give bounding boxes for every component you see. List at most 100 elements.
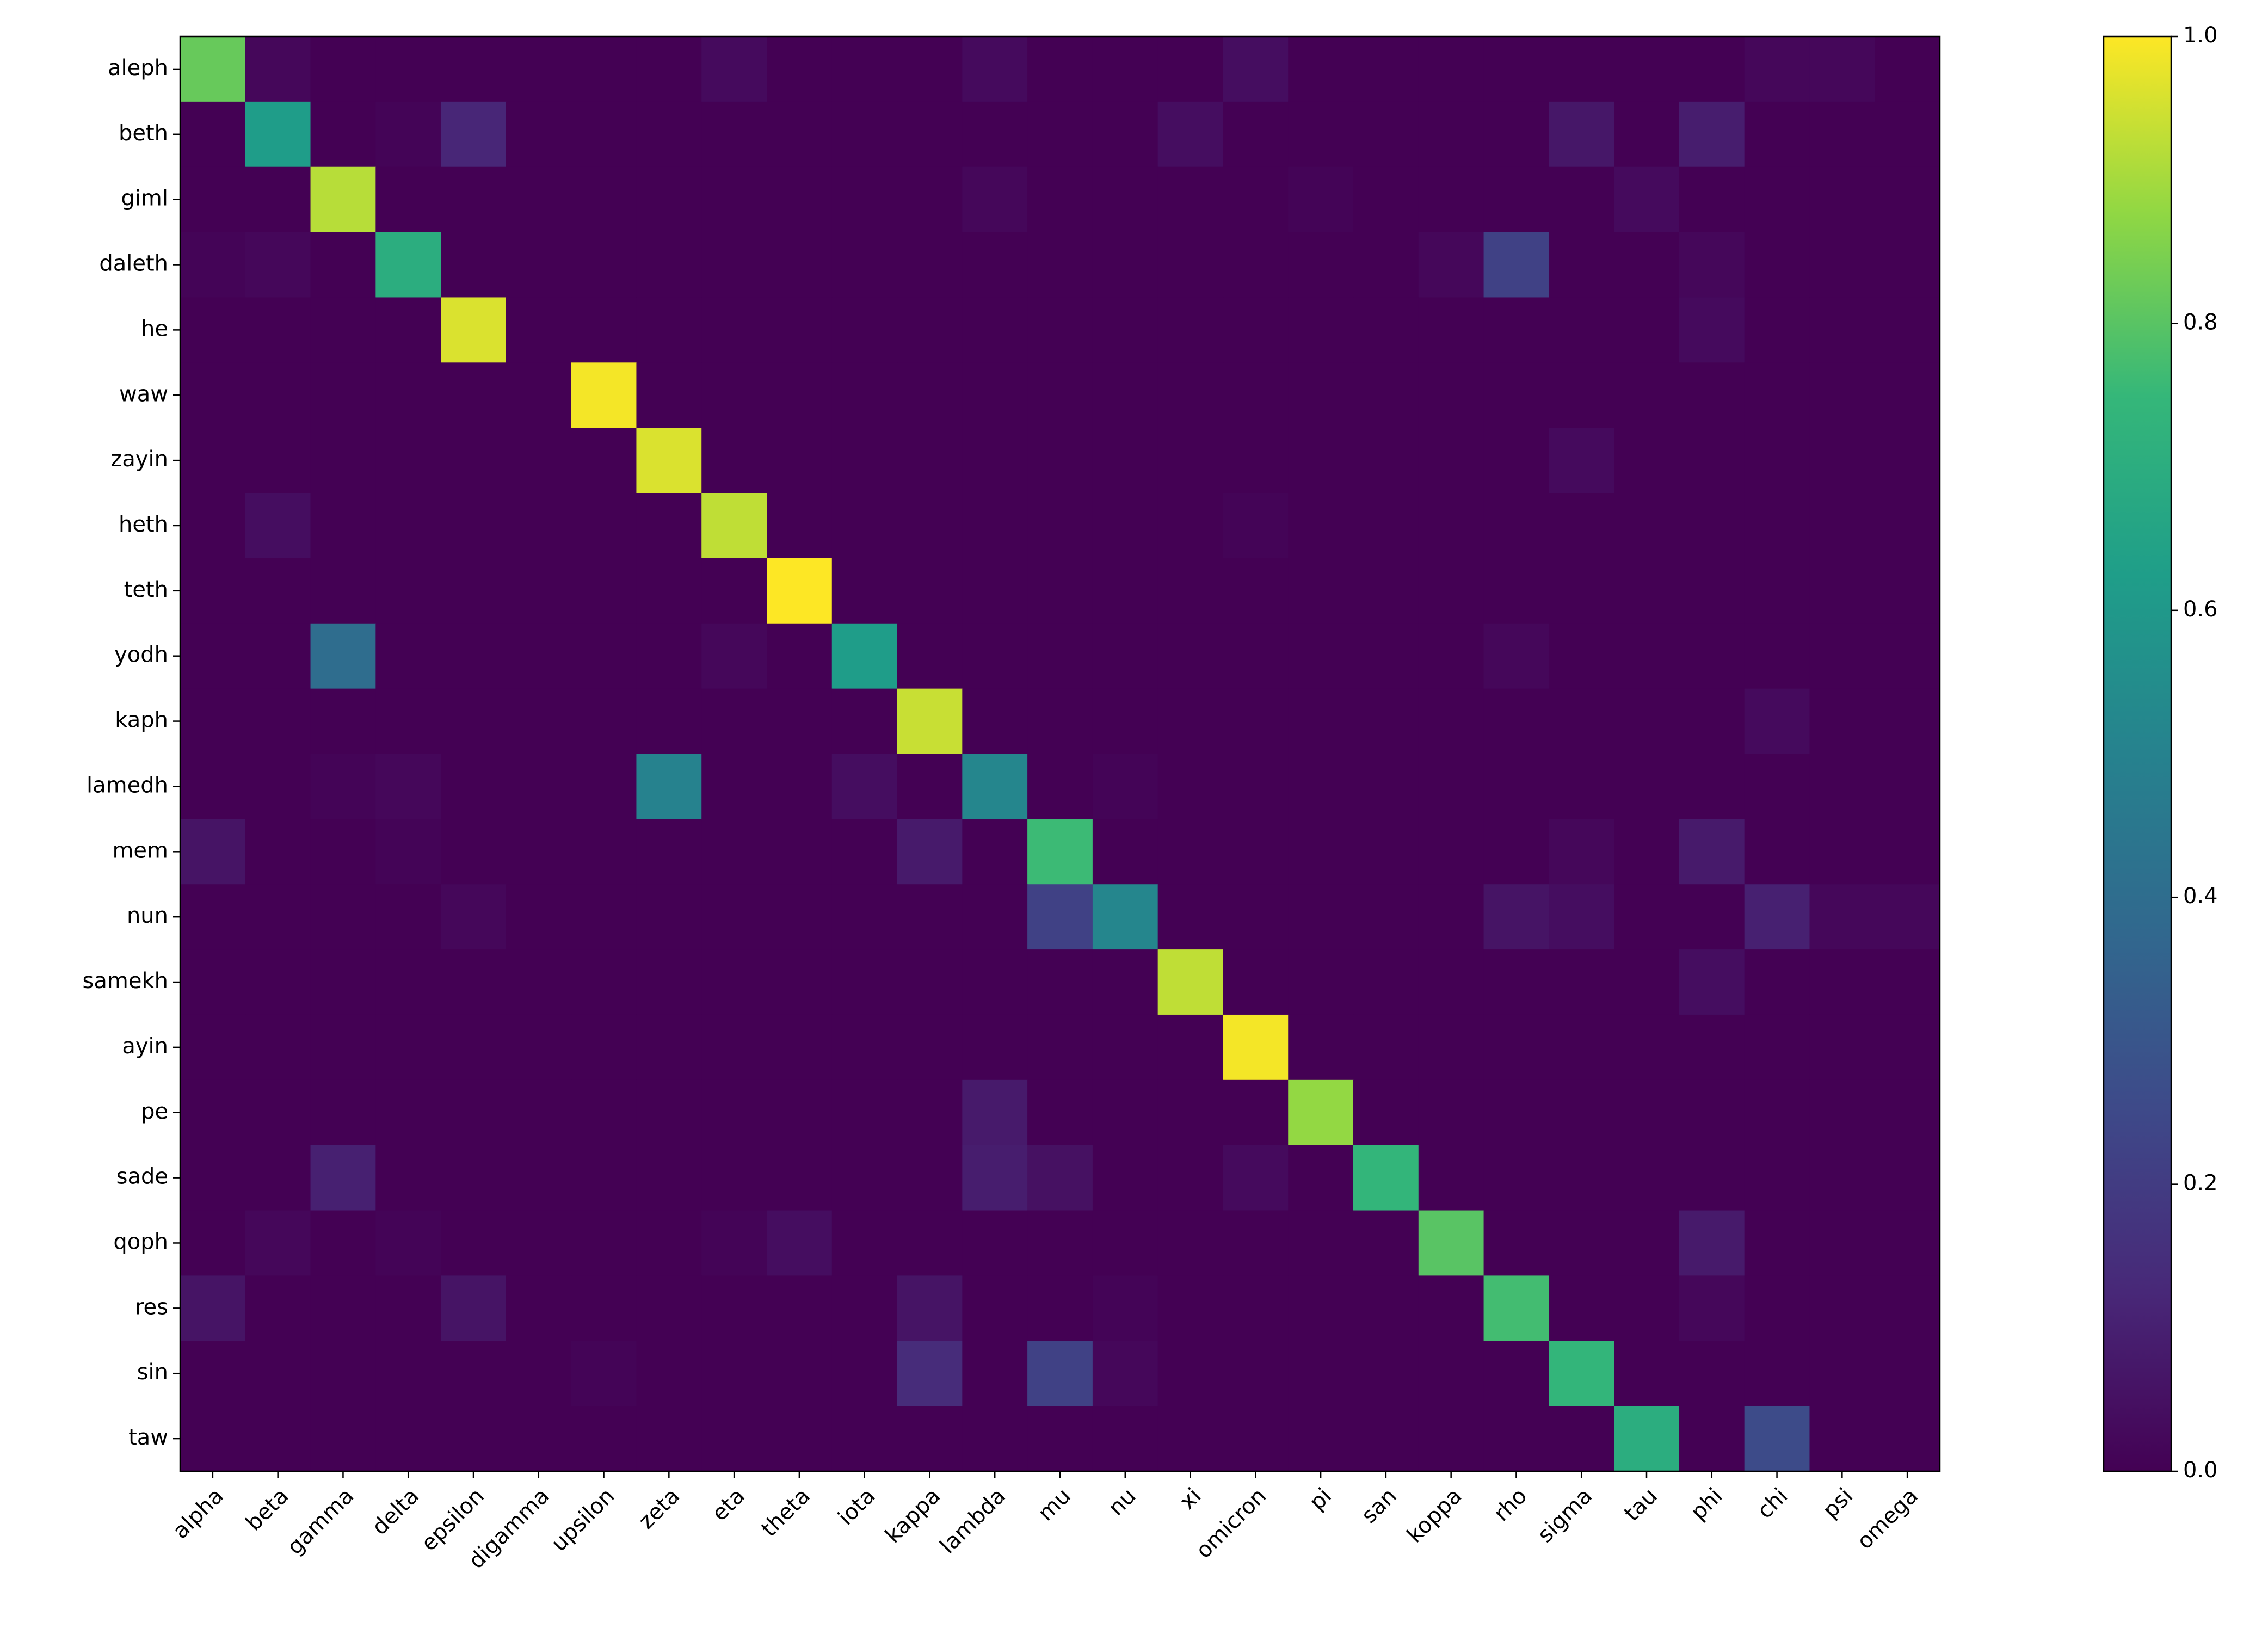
x-tick-label: kappa (880, 1483, 945, 1548)
heatmap-cell (1092, 623, 1158, 689)
heatmap-cell (1483, 949, 1549, 1015)
y-tick-label: lamedh (87, 773, 168, 798)
heatmap-cell (701, 232, 767, 298)
heatmap-cell (1614, 1341, 1680, 1406)
y-tick-label: taw (128, 1425, 168, 1450)
heatmap-cell (1288, 166, 1354, 233)
heatmap-cell (1483, 297, 1549, 363)
heatmap-cell (571, 297, 637, 363)
heatmap-cell (897, 493, 963, 559)
heatmap-cell (506, 36, 572, 102)
heatmap-cell (506, 754, 572, 819)
heatmap-cell (831, 558, 898, 624)
heatmap-cell (1614, 1145, 1680, 1211)
heatmap-cell (962, 1275, 1028, 1341)
x-tick-label: theta (756, 1483, 815, 1541)
heatmap-cell (1288, 1079, 1354, 1146)
heatmap-cell (375, 428, 441, 493)
heatmap-cell (1353, 819, 1419, 885)
heatmap-cell (1157, 819, 1224, 885)
heatmap-cell (1744, 1210, 1810, 1276)
heatmap-cell (636, 166, 702, 233)
heatmap-cell (1157, 428, 1224, 493)
heatmap-cell (1157, 1079, 1224, 1146)
y-tick-label: beth (119, 121, 168, 146)
heatmap-cell (962, 1079, 1028, 1146)
x-tick-label: psi (1818, 1483, 1858, 1523)
heatmap-cell (897, 623, 963, 689)
heatmap-cell (831, 1145, 898, 1211)
heatmap-cell (245, 558, 311, 624)
heatmap-cell (1744, 36, 1810, 102)
heatmap-cell (1679, 558, 1745, 624)
heatmap-cell (1744, 101, 1810, 168)
heatmap-cell (1288, 754, 1354, 819)
heatmap-cell (1288, 1210, 1354, 1276)
heatmap-cell (180, 1406, 246, 1472)
heatmap-cell (571, 493, 637, 559)
x-tick-label: tau (1619, 1483, 1662, 1526)
heatmap-cell (180, 166, 246, 233)
heatmap-cell (831, 1014, 898, 1081)
heatmap-cell (1875, 1275, 1940, 1341)
heatmap-cell (1875, 1145, 1940, 1211)
heatmap-cell (701, 297, 767, 363)
heatmap-cell (1288, 688, 1354, 755)
heatmap-cell (1418, 623, 1484, 689)
heatmap-cell (1288, 949, 1354, 1015)
heatmap-cell (180, 1014, 246, 1081)
x-tick-label: lambda (935, 1483, 1011, 1559)
heatmap-cell (1744, 1145, 1810, 1211)
heatmap-cell (962, 1145, 1028, 1211)
heatmap-cell (571, 101, 637, 168)
heatmap-cell (1614, 297, 1680, 363)
y-tick-label: ayin (122, 1034, 168, 1059)
heatmap-cell (180, 297, 246, 363)
heatmap-cell (897, 232, 963, 298)
heatmap-cell (1614, 232, 1680, 298)
heatmap-cell (1353, 884, 1419, 950)
heatmap-cell (1288, 884, 1354, 950)
x-tick-label: alpha (168, 1483, 229, 1544)
x-tick-label: sigma (1533, 1483, 1597, 1547)
heatmap-cell (1092, 754, 1158, 819)
heatmap-cell (1875, 623, 1940, 689)
heatmap-cell (1418, 297, 1484, 363)
heatmap-cell (1157, 1014, 1224, 1081)
heatmap-cell (1614, 884, 1680, 950)
heatmap-cell (1288, 1341, 1354, 1406)
heatmap-cell (897, 36, 963, 102)
heatmap-cell (701, 949, 767, 1015)
heatmap-cell (1092, 1014, 1158, 1081)
heatmap-cell (1744, 1341, 1810, 1406)
heatmap-cell (1223, 688, 1289, 755)
heatmap-cell (1027, 1406, 1093, 1472)
heatmap-cell (571, 819, 637, 885)
heatmap-cell (441, 101, 507, 168)
heatmap-cell (1875, 297, 1940, 363)
heatmap-cell (1809, 1210, 1875, 1276)
heatmap-cell (506, 819, 572, 885)
heatmap-cell (1027, 884, 1093, 950)
heatmap-cell (1614, 428, 1680, 493)
heatmap-cell (1157, 754, 1224, 819)
heatmap-cell (1809, 493, 1875, 559)
heatmap-cell (1809, 1341, 1875, 1406)
heatmap-cell (441, 1014, 507, 1081)
heatmap-cell (245, 493, 311, 559)
heatmap-cell (180, 1210, 246, 1276)
heatmap-cell (1092, 1210, 1158, 1276)
heatmap-cell (767, 1406, 833, 1472)
heatmap-cell (767, 1210, 833, 1276)
heatmap-cell (1092, 1079, 1158, 1146)
heatmap-cell (1418, 36, 1484, 102)
heatmap-cell (1875, 1341, 1940, 1406)
heatmap-cell (897, 362, 963, 428)
heatmap-cell (1614, 493, 1680, 559)
heatmap-cell (180, 493, 246, 559)
heatmap-cell (1027, 1275, 1093, 1341)
heatmap-cell (1483, 36, 1549, 102)
heatmap-cell (831, 493, 898, 559)
heatmap-cell (1549, 1210, 1614, 1276)
